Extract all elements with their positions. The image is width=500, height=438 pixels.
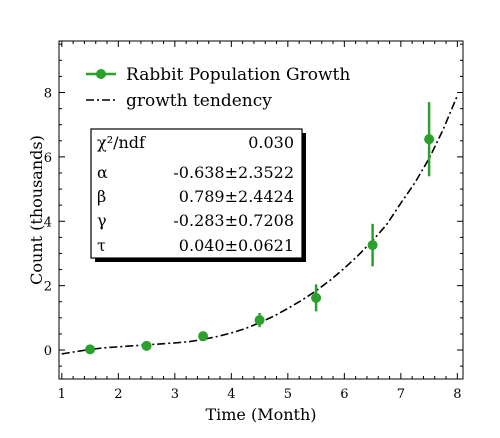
fit-row-value: 0.040±0.0621 (179, 236, 294, 255)
legend-label-data: Rabbit Population Growth (126, 65, 350, 85)
data-point (424, 134, 435, 145)
data-point (198, 331, 209, 342)
fit-row-label: α (97, 163, 108, 182)
x-tick-label: 6 (340, 387, 348, 402)
data-point (85, 344, 96, 355)
fit-row-label: γ (97, 211, 107, 230)
x-axis: 1 2 3 4 5 6 7 8 (58, 41, 461, 402)
x-tick-label: 4 (227, 387, 235, 402)
fit-row-value: 0.789±2.4424 (179, 187, 294, 206)
y-axis-title: Count (thousands) (27, 135, 46, 285)
fit-results-box: χ²/ndf 0.030 α -0.638±2.3522 β 0.789±2.4… (90, 128, 306, 262)
data-point (254, 315, 265, 326)
data-point (141, 340, 152, 351)
fit-curve-layer (61, 95, 459, 355)
x-tick-label: 7 (397, 387, 405, 402)
fit-row-value: 0.030 (248, 133, 294, 152)
x-tick-label: 5 (284, 387, 292, 402)
legend: Rabbit Population Growth growth tendency (86, 65, 350, 111)
legend-label-fit: growth tendency (126, 91, 272, 111)
x-tick-label: 1 (58, 387, 66, 402)
fit-row-value: -0.638±2.3522 (173, 163, 294, 182)
fit-row-value: -0.283±0.7208 (173, 211, 294, 230)
fit-row-label: β (97, 187, 106, 206)
fit-row-label: χ²/ndf (97, 133, 146, 152)
x-tick-label: 2 (114, 387, 122, 402)
y-tick-label: 2 (44, 280, 52, 295)
fit-box-frame (90, 128, 303, 259)
y-axis: 0 2 4 6 8 (44, 43, 463, 367)
x-axis-title: Time (Month) (205, 405, 316, 424)
data-point (367, 240, 378, 251)
y-tick-label: 4 (44, 215, 52, 230)
fit-row-label: τ (97, 236, 106, 255)
data-layer (85, 102, 435, 355)
x-tick-label: 8 (453, 387, 461, 402)
plot-frame (58, 40, 464, 380)
fit-curve (61, 95, 459, 355)
y-tick-label: 8 (44, 87, 52, 102)
data-point (311, 292, 322, 303)
x-tick-label: 3 (171, 387, 179, 402)
y-tick-label: 0 (44, 344, 52, 359)
y-tick-label: 6 (44, 151, 52, 166)
legend-marker-point (96, 69, 106, 79)
